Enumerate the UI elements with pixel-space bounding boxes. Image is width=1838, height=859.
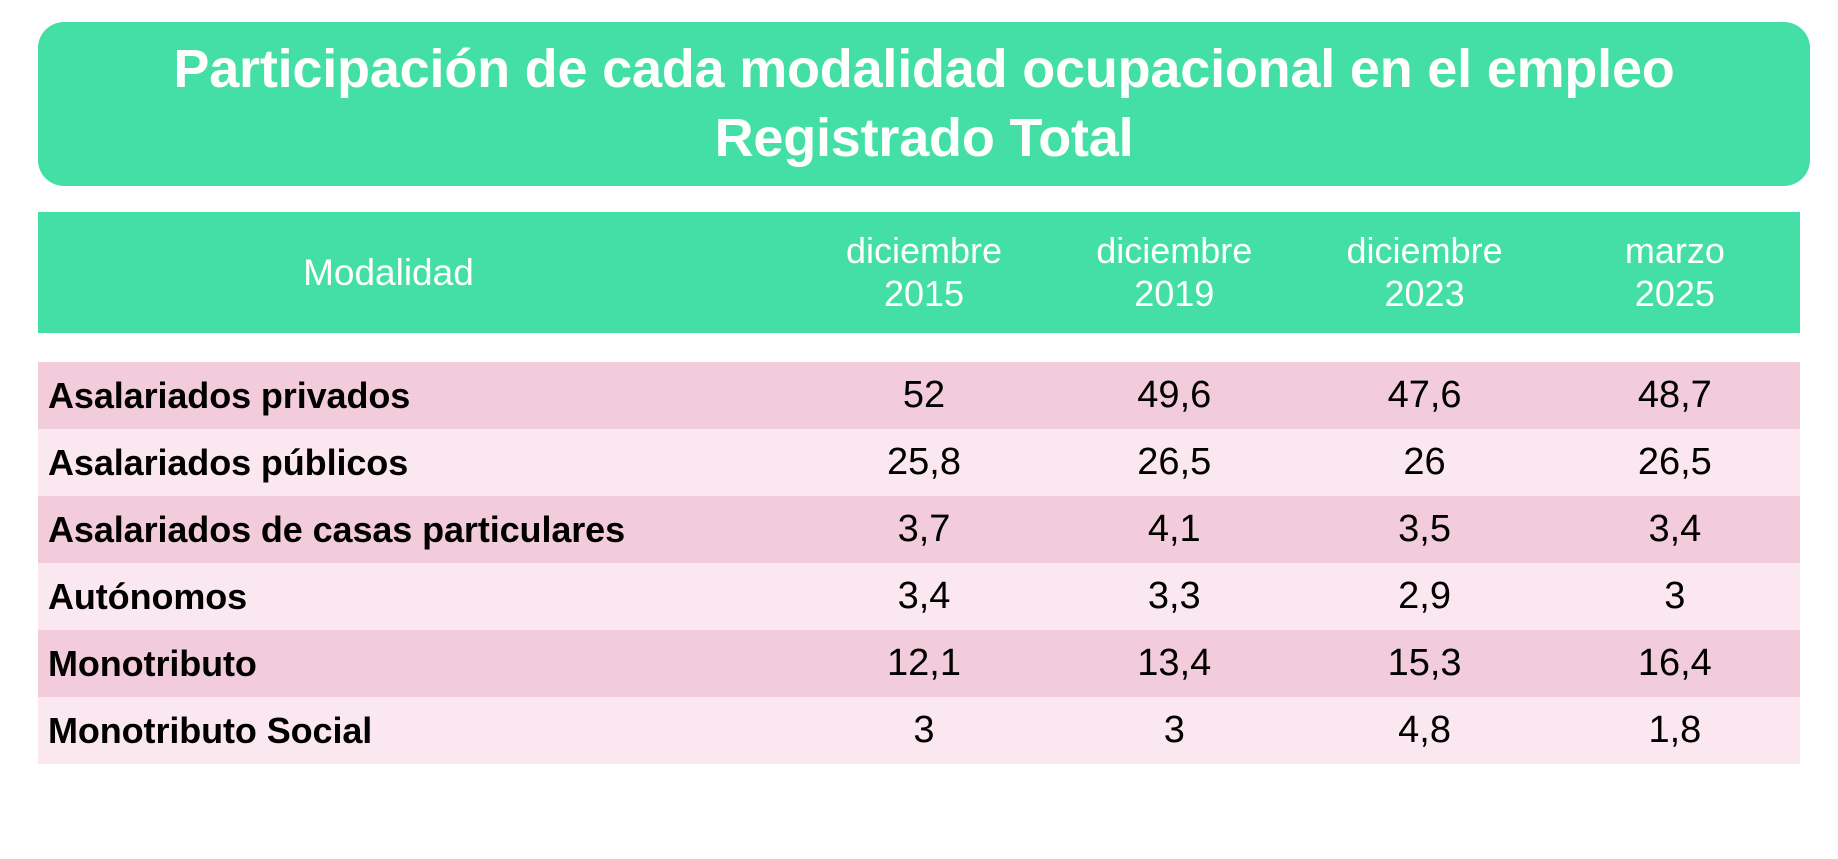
cell-value: 1,8 xyxy=(1648,709,1702,751)
cell-value: 26,5 xyxy=(1637,441,1712,483)
title-banner: Participación de cada modalidad ocupacio… xyxy=(38,22,1810,186)
page-title: Participación de cada modalidad ocupacio… xyxy=(173,38,1675,168)
cell-value: 48,7 xyxy=(1637,374,1712,416)
cell-value: 52 xyxy=(902,374,946,416)
table-header-row: Modalidad diciembre 2015 diciembre 2019 … xyxy=(38,212,1800,333)
cell-value: 3,4 xyxy=(1648,508,1702,550)
cell-value: 4,1 xyxy=(1147,508,1201,550)
cell-value: 4,8 xyxy=(1398,709,1451,751)
cell-value: 49,6 xyxy=(1137,374,1212,416)
cell-value: 26 xyxy=(1403,441,1446,483)
table-row[interactable]: Asalariados privados 52 49,6 47,6 48,7 xyxy=(38,362,1800,429)
column-header-diciembre-2019[interactable]: diciembre 2019 xyxy=(1096,230,1253,314)
row-label: Autónomos xyxy=(48,575,248,617)
table-row[interactable]: Monotributo 12,1 13,4 15,3 16,4 xyxy=(38,630,1800,697)
table-row[interactable]: Autónomos 3,4 3,3 2,9 3 xyxy=(38,563,1800,630)
cell-value: 2,9 xyxy=(1398,575,1451,617)
row-label: Asalariados de casas particulares xyxy=(48,508,626,550)
spacer-cell xyxy=(1549,333,1800,362)
cell-value: 12,1 xyxy=(887,642,961,684)
participation-table: Modalidad diciembre 2015 diciembre 2019 … xyxy=(38,212,1800,764)
cell-value: 25,8 xyxy=(887,441,961,483)
table-head: Modalidad diciembre 2015 diciembre 2019 … xyxy=(38,212,1800,333)
row-label: Asalariados privados xyxy=(48,374,411,416)
cell-value: 13,4 xyxy=(1137,642,1212,684)
table-container: Modalidad diciembre 2015 diciembre 2019 … xyxy=(38,212,1800,764)
cell-value: 3,3 xyxy=(1147,575,1201,617)
spacer-cell xyxy=(38,333,799,362)
table-body: Asalariados privados 52 49,6 47,6 48,7 A… xyxy=(38,333,1800,764)
cell-value: 3 xyxy=(1664,575,1686,617)
table-row[interactable]: Asalariados de casas particulares 3,7 4,… xyxy=(38,496,1800,563)
cell-value: 3 xyxy=(913,709,935,751)
table-row[interactable]: Asalariados públicos 25,8 26,5 26 26,5 xyxy=(38,429,1800,496)
cell-value: 3 xyxy=(1163,709,1185,751)
cell-value: 3,4 xyxy=(897,575,951,617)
column-header-diciembre-2015[interactable]: diciembre 2015 xyxy=(845,230,1003,314)
header-body-spacer xyxy=(38,333,1800,362)
cell-value: 15,3 xyxy=(1387,642,1462,684)
row-label: Monotributo xyxy=(48,642,257,684)
spacer-cell xyxy=(1299,333,1550,362)
row-label: Monotributo Social xyxy=(48,709,373,751)
cell-value: 3,7 xyxy=(897,508,951,550)
cell-value: 26,5 xyxy=(1137,441,1212,483)
table-row[interactable]: Monotributo Social 3 3 4,8 1,8 xyxy=(38,697,1800,764)
column-header-marzo-2025[interactable]: marzo 2025 xyxy=(1624,230,1725,314)
cell-value: 16,4 xyxy=(1637,642,1712,684)
column-header-diciembre-2023[interactable]: diciembre 2023 xyxy=(1346,230,1503,314)
row-label: Asalariados públicos xyxy=(48,441,409,483)
cell-value: 47,6 xyxy=(1387,374,1462,416)
spacer-cell xyxy=(798,333,1050,362)
cell-value: 3,5 xyxy=(1398,508,1451,550)
column-header-modalidad[interactable]: Modalidad xyxy=(303,251,474,293)
spacer-cell xyxy=(1049,333,1300,362)
